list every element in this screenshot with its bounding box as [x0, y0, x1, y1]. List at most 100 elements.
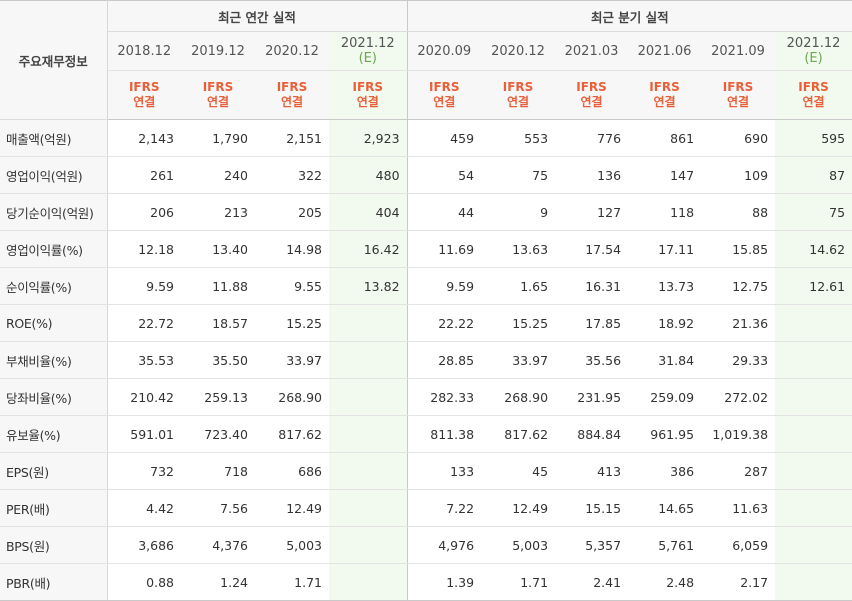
value-cell: 35.53	[107, 341, 181, 379]
value-cell: 15.85	[701, 230, 776, 268]
table-row: EPS(원) 732 718 686 133 45 413 386 287	[0, 452, 852, 490]
period-header: 2018.12	[107, 31, 181, 71]
value-cell: 268.90	[255, 378, 329, 416]
period-header: 2020.12	[481, 31, 556, 71]
period-date: 2021.12	[786, 36, 841, 51]
value-cell: 147	[628, 156, 702, 194]
ifrs-label: IFRS 연결	[329, 70, 408, 120]
period-header: 2021.12 (E)	[775, 31, 852, 71]
value-cell: 13.73	[628, 267, 702, 305]
value-cell: 18.57	[181, 304, 255, 342]
value-cell: 14.65	[628, 489, 702, 527]
value-cell: 686	[255, 452, 329, 490]
value-cell: 12.18	[107, 230, 181, 268]
value-cell: 1.71	[255, 563, 329, 601]
value-cell	[329, 489, 408, 527]
value-cell: 723.40	[181, 415, 255, 453]
value-cell: 35.50	[181, 341, 255, 379]
value-cell: 1.39	[407, 563, 482, 601]
value-cell: 591.01	[107, 415, 181, 453]
value-cell: 12.49	[481, 489, 556, 527]
ifrs-bottom: 연결	[580, 95, 603, 109]
row-label: 영업이익률(%)	[0, 230, 108, 268]
value-cell: 28.85	[407, 341, 482, 379]
table-row: 유보율(%) 591.01 723.40 817.62 811.38 817.62 884.…	[0, 415, 852, 453]
ifrs-bottom: 연결	[356, 95, 379, 109]
value-cell	[329, 526, 408, 564]
row-label: BPS(원)	[0, 526, 108, 564]
value-cell: 87	[775, 156, 852, 194]
value-cell: 240	[181, 156, 255, 194]
value-cell: 9.55	[255, 267, 329, 305]
ifrs-label: IFRS 연결	[255, 70, 329, 120]
value-cell	[775, 341, 852, 379]
value-cell: 817.62	[255, 415, 329, 453]
value-cell: 11.88	[181, 267, 255, 305]
value-cell: 2,151	[255, 119, 329, 157]
value-cell: 21.36	[701, 304, 776, 342]
ifrs-bottom: 연결	[726, 95, 750, 109]
period-header: 2020.12	[255, 31, 329, 71]
estimate-marker: (E)	[358, 51, 377, 66]
value-cell	[329, 341, 408, 379]
value-cell: 75	[481, 156, 556, 194]
value-cell: 2.41	[555, 563, 629, 601]
row-label: 부채비율(%)	[0, 341, 108, 379]
value-cell: 459	[407, 119, 482, 157]
value-cell: 14.62	[775, 230, 852, 268]
ifrs-top: IFRS	[576, 80, 607, 94]
value-cell	[775, 378, 852, 416]
value-cell: 33.97	[481, 341, 556, 379]
ifrs-bottom: 연결	[433, 95, 456, 109]
row-label: EPS(원)	[0, 452, 108, 490]
period-date: 2021.12	[340, 36, 395, 51]
value-cell	[775, 415, 852, 453]
value-cell: 811.38	[407, 415, 482, 453]
value-cell	[775, 526, 852, 564]
value-cell: 718	[181, 452, 255, 490]
value-cell: 776	[555, 119, 629, 157]
value-cell: 7.22	[407, 489, 482, 527]
value-cell: 118	[628, 193, 702, 231]
period-date: 2021.09	[711, 43, 765, 59]
value-cell: 4.42	[107, 489, 181, 527]
quarterly-results-header: 최근 분기 실적	[407, 0, 852, 32]
ifrs-top: IFRS	[429, 80, 460, 94]
ifrs-label: IFRS 연결	[701, 70, 776, 120]
annual-results-header: 최근 연간 실적	[107, 0, 408, 32]
row-label: PER(배)	[0, 489, 108, 527]
value-cell: 16.31	[555, 267, 629, 305]
table-row: 부채비율(%) 35.53 35.50 33.97 28.85 33.97 35.56 31.…	[0, 341, 852, 379]
value-cell: 206	[107, 193, 181, 231]
value-cell: 231.95	[555, 378, 629, 416]
ifrs-bottom: 연결	[133, 95, 156, 109]
value-cell	[775, 489, 852, 527]
ifrs-label: IFRS 연결	[107, 70, 181, 120]
value-cell: 17.85	[555, 304, 629, 342]
value-cell: 15.25	[255, 304, 329, 342]
value-cell: 54	[407, 156, 482, 194]
ifrs-label: IFRS 연결	[481, 70, 556, 120]
value-cell: 861	[628, 119, 702, 157]
value-cell: 386	[628, 452, 702, 490]
period-header: 2021.09	[701, 31, 776, 71]
value-cell: 6,059	[701, 526, 776, 564]
value-cell	[775, 563, 852, 601]
value-cell: 16.42	[329, 230, 408, 268]
period-date: 2020.12	[491, 43, 545, 59]
ifrs-top: IFRS	[276, 80, 308, 94]
period-date: 2021.03	[564, 43, 619, 59]
value-cell: 4,376	[181, 526, 255, 564]
value-cell: 12.75	[701, 267, 776, 305]
value-cell: 13.40	[181, 230, 255, 268]
ifrs-label: IFRS 연결	[775, 70, 852, 120]
value-cell: 29.33	[701, 341, 776, 379]
value-cell: 44	[407, 193, 482, 231]
ifrs-bottom: 연결	[802, 95, 825, 109]
value-cell: 1.24	[181, 563, 255, 601]
value-cell: 322	[255, 156, 329, 194]
value-cell: 817.62	[481, 415, 556, 453]
value-cell: 14.98	[255, 230, 329, 268]
value-cell: 210.42	[107, 378, 181, 416]
value-cell: 88	[701, 193, 776, 231]
